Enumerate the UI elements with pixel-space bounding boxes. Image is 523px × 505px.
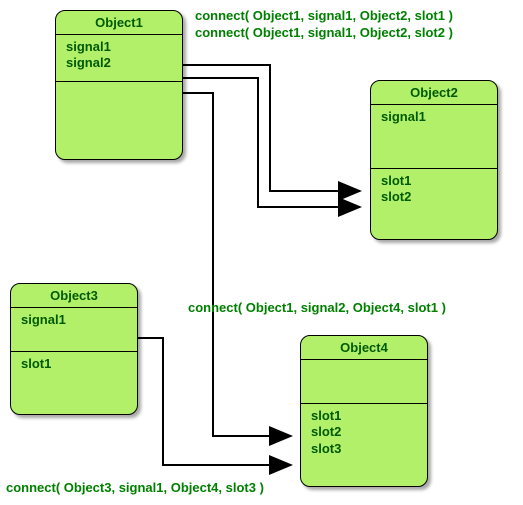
object4-box: Object4 slot1 slot2 slot3 [300,335,428,487]
slot-label: slot2 [311,424,417,440]
signal-label: signal1 [66,39,172,55]
signal-label: signal1 [21,312,127,328]
connect-label-2: connect( Object1, signal1, Object2, slot… [195,25,453,40]
object4-title: Object4 [301,336,427,360]
object2-title: Object2 [371,81,497,105]
object4-slots: slot1 slot2 slot3 [301,404,427,467]
object3-box: Object3 signal1 slot1 [10,283,138,415]
connect-label-4: connect( Object3, signal1, Object4, slot… [6,480,264,495]
object3-title: Object3 [11,284,137,308]
object4-signals [301,360,427,404]
object2-box: Object2 signal1 slot1 slot2 [370,80,498,240]
object1-slots [56,82,182,152]
object1-title: Object1 [56,11,182,35]
signal-label: signal1 [381,109,487,125]
slot-label: slot1 [311,408,417,424]
slot-label: slot2 [381,189,487,205]
object3-slots: slot1 [11,352,137,395]
slot-label: slot1 [381,173,487,189]
slot-label: slot3 [311,441,417,457]
object2-signals: signal1 [371,105,497,169]
slot-label: slot1 [21,356,127,372]
connect-label-3: connect( Object1, signal2, Object4, slot… [188,300,446,315]
object1-signals: signal1 signal2 [56,35,182,82]
signal-label: signal2 [66,55,172,71]
object3-signals: signal1 [11,308,137,352]
object1-box: Object1 signal1 signal2 [55,10,183,160]
connect-label-1: connect( Object1, signal1, Object2, slot… [195,8,453,23]
object2-slots: slot1 slot2 [371,169,497,232]
